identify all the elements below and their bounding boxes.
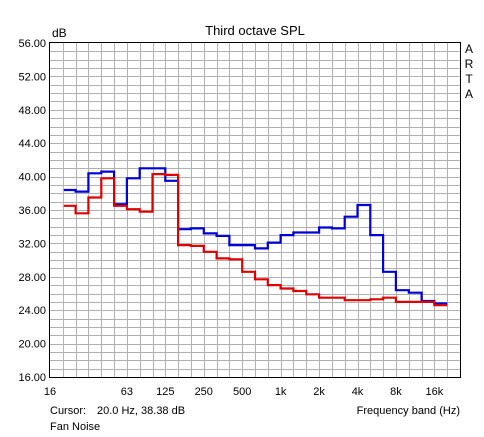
x-tick-label: 250 [195, 386, 213, 398]
cursor-readout: 20.0 Hz, 38.38 dB [97, 405, 185, 417]
y-tick-label: 36.00 [18, 205, 46, 217]
side-label-letter: A [465, 42, 473, 56]
side-label-letter: T [465, 72, 473, 86]
y-tick-label: 32.00 [18, 238, 46, 250]
series-line [62, 173, 448, 307]
y-tick-label: 24.00 [18, 305, 46, 317]
x-tick-label: 8k [390, 386, 402, 398]
y-tick-label: 28.00 [18, 272, 46, 284]
x-axis-label: Frequency band (Hz) [357, 405, 460, 417]
series-line [62, 167, 448, 305]
x-axis-ticks: 16 63 125 250 500 1k 2k 4k 8k 16k [44, 386, 444, 398]
plot-frame [49, 42, 461, 378]
side-label-letter: A [465, 87, 473, 101]
y-tick-label: 16.00 [18, 372, 46, 384]
y-axis-unit-label: dB [52, 26, 67, 40]
x-tick-label: 2k [313, 386, 325, 398]
side-label-letter: R [465, 57, 474, 71]
y-tick-label: 40.00 [18, 172, 46, 184]
series-lines [62, 167, 448, 307]
x-tick-label: 4k [352, 386, 364, 398]
y-axis-ticks: 56.00 52.00 48.00 44.00 40.00 36.00 32.00 28.00… [18, 38, 46, 384]
chart-caption: Fan Noise [50, 421, 100, 433]
x-tick-label: 63 [121, 386, 133, 398]
y-tick-label: 44.00 [18, 138, 46, 150]
y-tick-label: 52.00 [18, 71, 46, 83]
x-tick-label: 1k [275, 386, 287, 398]
x-tick-label: 16 [44, 386, 56, 398]
cursor-label: Cursor: [50, 405, 86, 417]
y-tick-label: 20.00 [18, 339, 46, 351]
y-tick-label: 48.00 [18, 105, 46, 117]
x-tick-label: 16k [426, 386, 444, 398]
y-tick-label: 56.00 [18, 38, 46, 50]
chart-title: Third octave SPL [205, 23, 305, 38]
x-tick-label: 125 [156, 386, 174, 398]
x-tick-label: 500 [233, 386, 251, 398]
